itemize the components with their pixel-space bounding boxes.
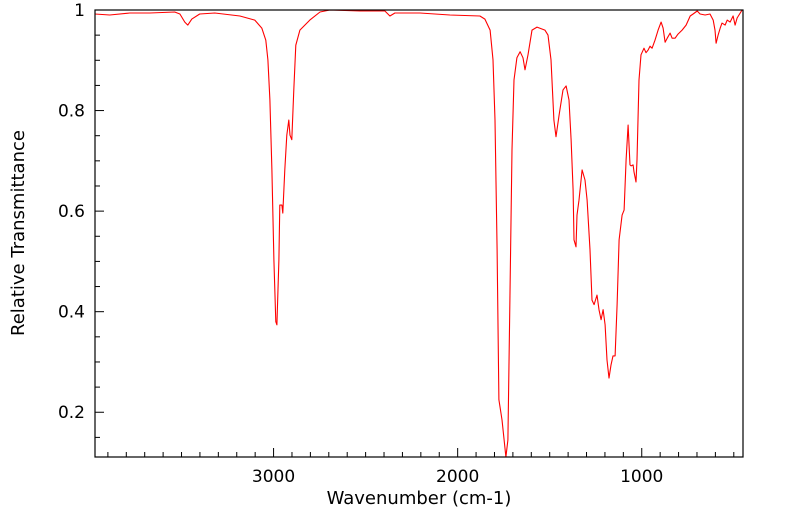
x-tick-label: 3000: [252, 467, 295, 487]
spectrum-line: [94, 9, 743, 458]
y-axis-label: Relative Transmittance: [8, 130, 29, 336]
x-tick-label: 2000: [436, 467, 479, 487]
plot-frame: [94, 9, 744, 458]
x-tick-label: 1000: [620, 467, 663, 487]
x-axis-label: Wavenumber (cm-1): [327, 488, 512, 509]
y-tick-label: 0.4: [58, 303, 85, 323]
y-tick-label: 0.8: [58, 102, 85, 122]
y-tick-label: 1: [74, 1, 85, 21]
tick-labels: 3000 2000 1000 0.2 0.4 0.6 0.8 1: [58, 1, 663, 487]
y-tick-label: 0.2: [58, 403, 85, 423]
y-tick-label: 0.6: [58, 202, 85, 222]
axis-ticks: [95, 9, 735, 457]
